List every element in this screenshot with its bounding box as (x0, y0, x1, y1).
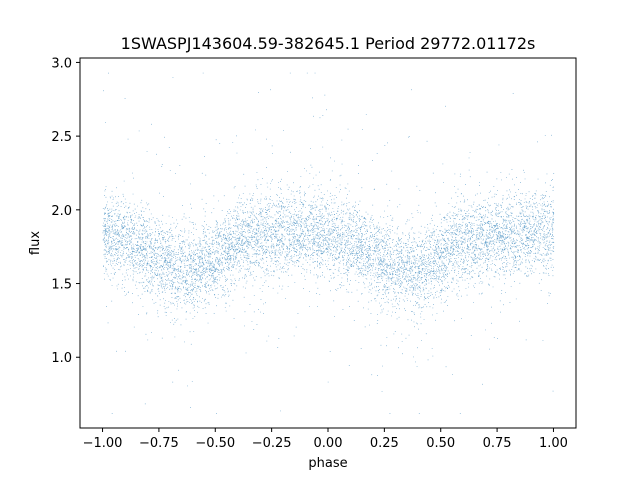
chart-title: 1SWASPJ143604.59-382645.1 Period 29772.0… (121, 34, 536, 53)
flux-points (102, 72, 555, 414)
y-tick-label: 1.5 (51, 278, 72, 293)
y-axis-ticks: 1.0 1.5 2.0 2.5 3.0 (51, 56, 80, 366)
y-axis-label: flux (28, 231, 43, 255)
x-axis-ticks: −1.00 −0.75 −0.50 −0.25 0.00 0.25 0.50 0.75 1.00 (83, 428, 568, 451)
x-tick-label: 0.00 (314, 436, 343, 451)
x-tick-label: −0.50 (195, 436, 235, 451)
x-tick-label: −0.75 (139, 436, 179, 451)
y-tick-label: 2.0 (51, 204, 72, 219)
scatter-points (102, 72, 555, 414)
x-tick-label: 0.50 (426, 436, 455, 451)
y-tick-label: 1.0 (51, 351, 72, 366)
y-tick-label: 3.0 (51, 56, 72, 71)
x-tick-label: 0.75 (483, 436, 512, 451)
x-axis-label: phase (308, 456, 347, 471)
x-tick-label: −1.00 (83, 436, 123, 451)
y-tick-label: 2.5 (51, 130, 72, 145)
x-tick-label: −0.25 (252, 436, 292, 451)
x-tick-label: 0.25 (370, 436, 399, 451)
x-tick-label: 1.00 (539, 436, 568, 451)
